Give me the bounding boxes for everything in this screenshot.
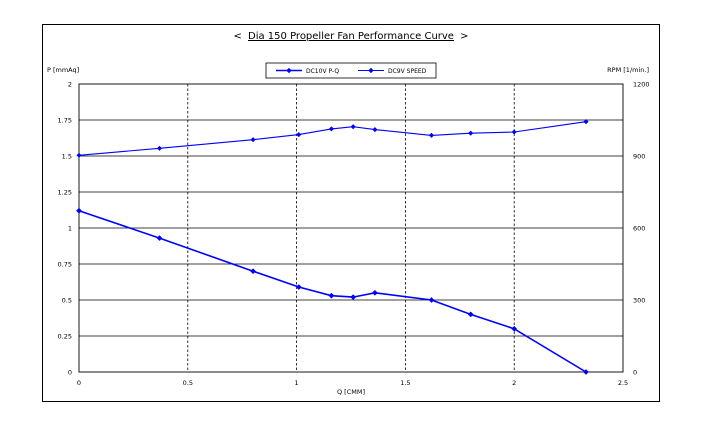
data-point bbox=[350, 294, 357, 301]
y-axis-left-label: P [mmAq] bbox=[47, 66, 79, 74]
y-right-tick-label: 0 bbox=[633, 369, 637, 377]
y-left-tick-label: 0.25 bbox=[58, 333, 72, 341]
x-tick-label: 1 bbox=[295, 379, 299, 387]
data-point bbox=[76, 207, 82, 214]
y-left-tick-label: 1.5 bbox=[62, 153, 72, 161]
data-point bbox=[250, 137, 256, 143]
data-point bbox=[583, 119, 589, 125]
x-axis-label: Q [CMM] bbox=[337, 388, 365, 396]
data-point bbox=[428, 132, 435, 139]
x-tick-label: 1.5 bbox=[400, 379, 410, 387]
data-point bbox=[295, 284, 302, 290]
y-left-tick-label: 0.75 bbox=[58, 261, 72, 269]
data-point bbox=[328, 292, 335, 299]
legend-swatch-marker bbox=[286, 67, 292, 74]
data-point bbox=[156, 235, 163, 242]
chart-title-prefix: < bbox=[233, 31, 241, 42]
data-point bbox=[250, 268, 257, 275]
y-left-tick-label: 0.5 bbox=[62, 297, 72, 305]
y-left-tick-label: 1 bbox=[68, 225, 72, 233]
y-left-tick-label: 2 bbox=[68, 81, 72, 89]
y-left-tick-label: 1.25 bbox=[58, 189, 72, 197]
y-axis-right-label: RPM [1/min.] bbox=[607, 66, 649, 74]
y-right-tick-label: 600 bbox=[633, 225, 645, 233]
legend-item: DC9V SPEED bbox=[358, 67, 427, 75]
x-tick-label: 2 bbox=[512, 379, 516, 387]
plot-area bbox=[78, 83, 624, 373]
grid bbox=[78, 83, 624, 373]
legend-box bbox=[265, 62, 437, 79]
chart-title-main: Dia 150 Propeller Fan Performance Curve bbox=[248, 31, 454, 42]
y-right-tick-label: 1200 bbox=[633, 81, 650, 89]
x-tick-label: 0.5 bbox=[183, 379, 193, 387]
data-point bbox=[372, 126, 378, 133]
data-point bbox=[468, 130, 474, 136]
data-point bbox=[328, 126, 335, 132]
legend-swatch-marker bbox=[368, 67, 374, 74]
y-right-tick-label: 900 bbox=[633, 153, 645, 161]
y-left-tick-label: 1.75 bbox=[58, 117, 72, 125]
x-tick-label: 0 bbox=[77, 379, 81, 387]
series-line bbox=[78, 121, 587, 156]
series-line bbox=[78, 209, 587, 373]
legend: DC10V P-Q DC9V SPEED bbox=[265, 62, 437, 79]
x-tick-label: 2.5 bbox=[618, 379, 628, 387]
y-right-tick-label: 300 bbox=[633, 297, 645, 305]
data-point bbox=[467, 311, 474, 318]
chart-title: < Dia 150 Propeller Fan Performance Curv… bbox=[233, 31, 468, 42]
legend-item: DC10V P-Q bbox=[276, 67, 339, 75]
data-point bbox=[371, 289, 378, 296]
series-layer bbox=[76, 119, 589, 375]
series-2 bbox=[76, 119, 589, 158]
chart-title-suffix: > bbox=[460, 31, 468, 42]
data-point bbox=[583, 369, 589, 375]
data-point bbox=[296, 131, 302, 138]
performance-chart: < Dia 150 Propeller Fan Performance Curv… bbox=[47, 31, 650, 396]
data-point bbox=[511, 129, 517, 135]
tick-labels: 0 0.25 0.5 0.75 1 1.25 1.5 1.75 2 0 0.5 1 1.5 2 2.5 0 30… bbox=[58, 81, 650, 388]
data-point bbox=[350, 124, 356, 130]
chart-frame: < Dia 150 Propeller Fan Performance Curv… bbox=[42, 24, 660, 402]
legend-label: DC9V SPEED bbox=[388, 68, 427, 75]
series-1 bbox=[76, 207, 589, 375]
legend-label: DC10V P-Q bbox=[306, 68, 339, 75]
y-left-tick-label: 0 bbox=[68, 369, 72, 377]
data-point bbox=[511, 325, 518, 332]
data-point bbox=[428, 297, 435, 303]
data-point bbox=[76, 152, 82, 158]
data-point bbox=[156, 145, 163, 151]
